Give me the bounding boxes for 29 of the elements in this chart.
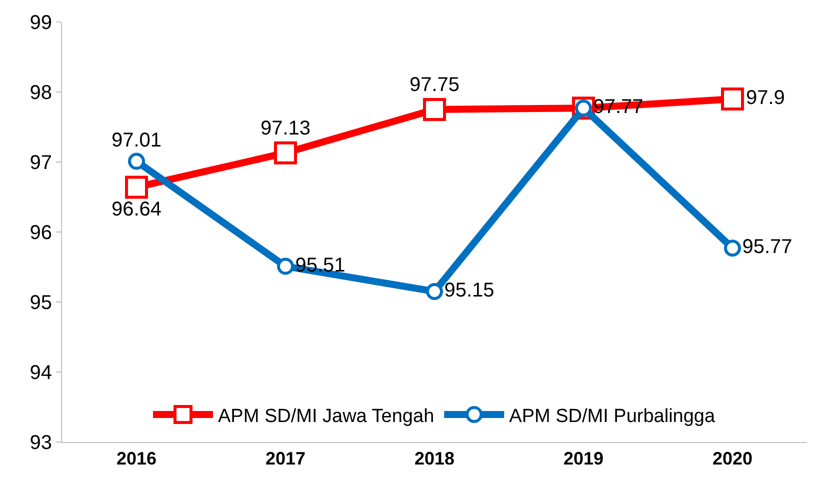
point xyxy=(721,88,744,110)
data-label: 97.01 xyxy=(111,130,162,152)
point xyxy=(128,152,145,170)
data-label: 97.75 xyxy=(409,74,460,96)
x-tick-label: 2018 xyxy=(414,448,455,469)
point xyxy=(426,283,443,300)
x-tick-label: 2019 xyxy=(563,448,604,469)
y-tick-label: 93 xyxy=(30,432,52,454)
data-label: 97.13 xyxy=(260,117,311,140)
y-tick-label: 99 xyxy=(30,12,52,34)
x-tick-label: 2016 xyxy=(116,448,157,469)
legend-label: APM SD/MI Jawa Tengah xyxy=(218,406,434,427)
point xyxy=(277,258,294,275)
data-label: 97.9 xyxy=(746,87,785,109)
x-tick-label: 2017 xyxy=(265,448,306,469)
point xyxy=(423,98,446,121)
y-tick-label: 96 xyxy=(30,222,52,244)
y-tick-label: 94 xyxy=(30,362,52,384)
legend-label: APM SD/MI Purbalingga xyxy=(509,406,716,427)
y-tick-label: 97 xyxy=(30,152,52,174)
point xyxy=(125,176,148,199)
data-label: 96.64 xyxy=(111,198,162,221)
point xyxy=(274,141,297,164)
y-tick-label: 95 xyxy=(30,292,52,314)
data-label: 95.15 xyxy=(444,280,494,302)
point xyxy=(724,240,741,257)
x-tick-label: 2020 xyxy=(712,448,753,469)
y-tick-label: 98 xyxy=(30,82,52,104)
data-label: 95.77 xyxy=(742,236,792,258)
